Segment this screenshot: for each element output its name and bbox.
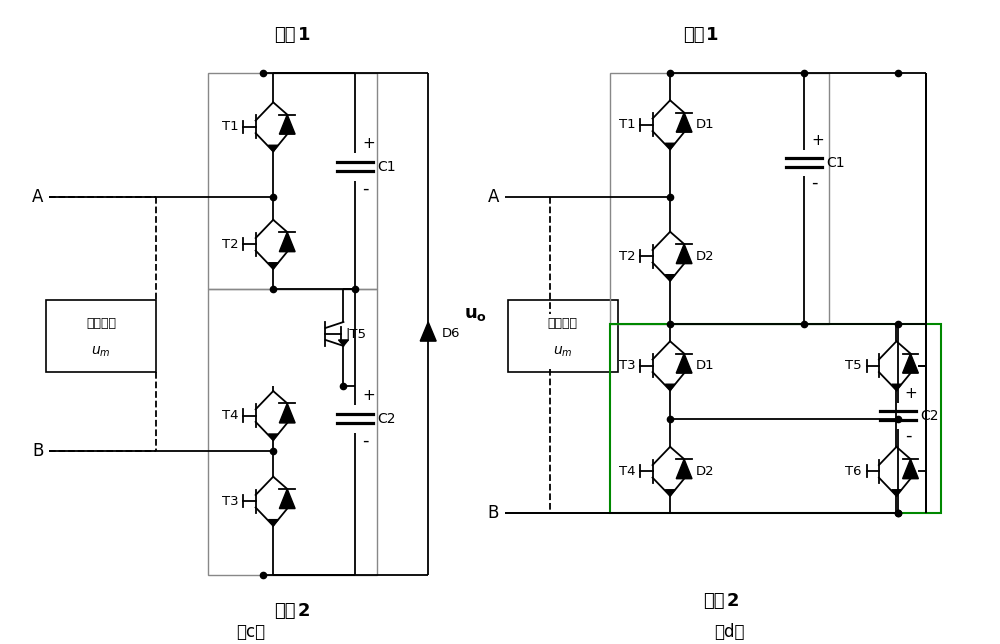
Text: （d）: （d） xyxy=(714,623,745,641)
Text: +: + xyxy=(362,388,375,403)
Polygon shape xyxy=(665,143,675,149)
Text: D1: D1 xyxy=(696,359,715,372)
Text: B: B xyxy=(488,504,499,522)
Polygon shape xyxy=(892,384,901,390)
Text: C1: C1 xyxy=(826,156,845,169)
Text: -: - xyxy=(811,174,818,192)
Polygon shape xyxy=(338,340,348,346)
Text: D2: D2 xyxy=(696,465,715,478)
Polygon shape xyxy=(665,384,675,390)
Polygon shape xyxy=(279,403,295,423)
Text: A: A xyxy=(488,187,499,205)
Text: +: + xyxy=(905,386,918,401)
Text: A: A xyxy=(32,187,43,205)
Text: 2: 2 xyxy=(726,592,739,610)
Text: T1: T1 xyxy=(619,118,635,131)
Text: C2: C2 xyxy=(377,412,396,426)
Polygon shape xyxy=(268,434,278,440)
Text: $u_m$: $u_m$ xyxy=(553,345,573,359)
Text: （c）: （c） xyxy=(236,623,265,641)
Polygon shape xyxy=(676,459,692,478)
Polygon shape xyxy=(279,489,295,509)
Text: 模块: 模块 xyxy=(683,26,704,44)
Text: T2: T2 xyxy=(619,250,635,263)
Text: -: - xyxy=(905,426,911,444)
Text: +: + xyxy=(362,137,375,151)
Text: T4: T4 xyxy=(222,409,238,422)
Text: -: - xyxy=(362,431,369,450)
Text: T1: T1 xyxy=(222,120,238,133)
Text: D1: D1 xyxy=(696,118,715,131)
Text: T3: T3 xyxy=(619,359,635,372)
Text: 模块: 模块 xyxy=(274,26,296,44)
Text: 模块: 模块 xyxy=(274,601,296,620)
Polygon shape xyxy=(665,489,675,496)
Text: T2: T2 xyxy=(222,238,238,251)
Text: |T5: |T5 xyxy=(345,327,366,341)
Polygon shape xyxy=(268,146,278,151)
Text: 电压测量: 电压测量 xyxy=(86,317,116,330)
Text: 1: 1 xyxy=(298,26,310,44)
Polygon shape xyxy=(665,275,675,281)
Text: T6: T6 xyxy=(845,465,862,478)
Text: +: + xyxy=(811,133,824,148)
Polygon shape xyxy=(892,489,901,496)
Text: D2: D2 xyxy=(696,250,715,263)
Polygon shape xyxy=(903,354,918,373)
Polygon shape xyxy=(676,113,692,132)
Text: T3: T3 xyxy=(222,495,238,507)
Text: 1: 1 xyxy=(706,26,719,44)
Text: C1: C1 xyxy=(377,160,396,174)
Text: 电压测量: 电压测量 xyxy=(548,317,578,330)
Text: $\mathbf{u_o}$: $\mathbf{u_o}$ xyxy=(464,305,487,323)
Text: T5: T5 xyxy=(845,359,862,372)
Text: D6: D6 xyxy=(442,327,461,341)
Text: T4: T4 xyxy=(619,465,635,478)
Polygon shape xyxy=(279,232,295,252)
Text: $u_m$: $u_m$ xyxy=(91,345,111,359)
Text: C2: C2 xyxy=(920,408,938,422)
Text: 2: 2 xyxy=(298,601,310,620)
Text: -: - xyxy=(362,180,369,198)
Polygon shape xyxy=(420,322,436,341)
Polygon shape xyxy=(903,459,918,478)
Polygon shape xyxy=(268,263,278,269)
Text: B: B xyxy=(32,442,43,460)
Polygon shape xyxy=(268,520,278,526)
Polygon shape xyxy=(676,244,692,263)
Polygon shape xyxy=(676,354,692,373)
Polygon shape xyxy=(279,115,295,134)
Text: 模块: 模块 xyxy=(703,592,724,610)
